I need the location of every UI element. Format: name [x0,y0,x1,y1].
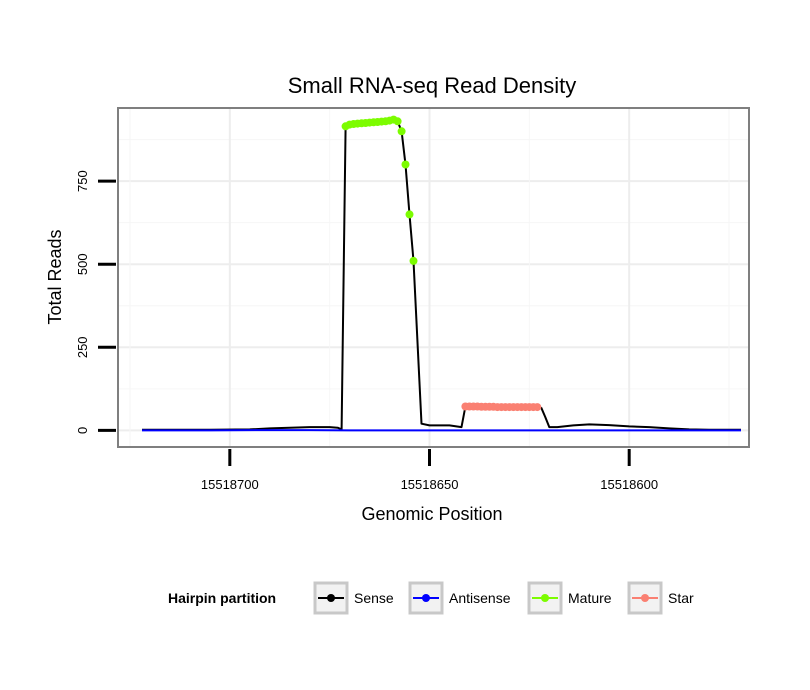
x-tick-label: 15518650 [401,477,459,492]
legend-dot-star [641,594,649,602]
y-tick-label: 250 [75,336,90,358]
legend-label-mature: Mature [568,590,612,606]
chart-title: Small RNA-seq Read Density [288,73,577,98]
legend-title: Hairpin partition [168,590,276,606]
mature-point [409,256,418,265]
mature-point [393,117,402,126]
mature-point [401,160,410,169]
mature-point [405,210,414,219]
x-tick-label: 15518600 [600,477,658,492]
legend-label-sense: Sense [354,590,394,606]
y-axis-label: Total Reads [45,229,65,324]
sense-series-line [142,118,741,431]
plot-panel [117,107,750,448]
x-axis-label: Genomic Position [361,504,502,524]
y-tick-label: 750 [75,170,90,192]
y-tick-label: 500 [75,253,90,275]
legend-dot-sense [327,594,335,602]
mature-point [397,127,406,136]
legend-dot-antisense [422,594,430,602]
legend-label-antisense: Antisense [449,590,511,606]
star-point [533,403,542,412]
legend-label-star: Star [668,590,694,606]
x-tick-label: 15518700 [201,477,259,492]
y-tick-label: 0 [75,427,90,434]
series-layer [142,115,741,432]
legend: Hairpin partition Sense Antisense Mature Sta… [168,581,694,615]
axes: 0 250 500 750 15518700 15518650 15518600 [75,170,658,492]
legend-dot-mature [541,594,549,602]
grid [119,109,748,446]
